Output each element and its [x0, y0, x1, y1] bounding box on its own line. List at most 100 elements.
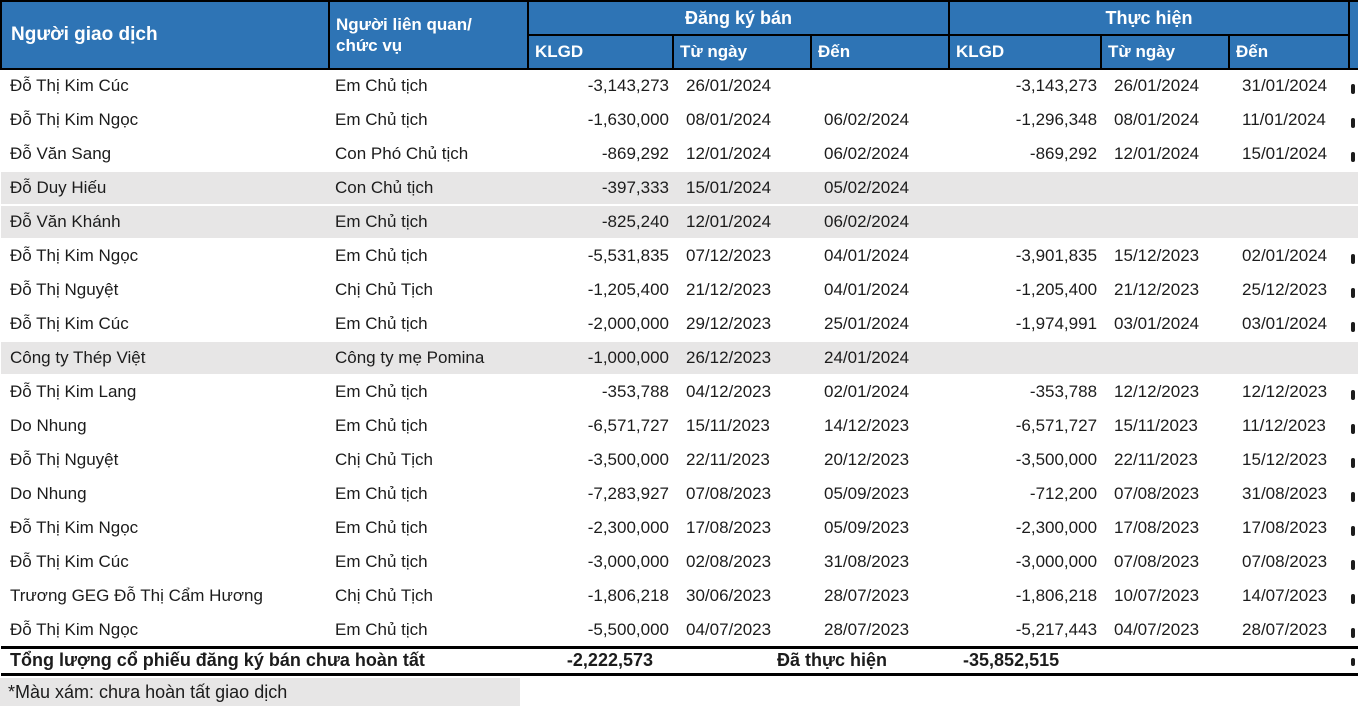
table-row: Đỗ Thị Kim Cúc Em Chủ tịch -3,143,273 26/01… [1, 69, 1358, 104]
cell-reg-to: 06/02/2024 [811, 205, 950, 240]
cell-reg-klgd: -3,143,273 [528, 69, 673, 104]
cell-reg-from: 07/12/2023 [673, 239, 811, 274]
clipped-column-fragment [1349, 171, 1358, 206]
table-row: Đỗ Văn Sang Con Phó Chủ tịch -869,292 12/01… [1, 137, 1358, 172]
cell-reg-to: 28/07/2023 [811, 579, 950, 614]
cell-person: Đỗ Thị Kim Cúc [1, 545, 329, 580]
cell-reg-from: 26/01/2024 [673, 69, 811, 104]
cell-exec-to: 07/08/2023 [1229, 545, 1350, 580]
cell-reg-to: 04/01/2024 [811, 239, 950, 274]
header-reg-to: Đến [809, 34, 951, 70]
cell-relation: Con Chủ tịch [329, 171, 528, 206]
header-exec-from: Từ ngày [1100, 34, 1231, 70]
total-empty-cell [1229, 645, 1350, 676]
cell-exec-klgd: -353,788 [949, 375, 1102, 410]
cell-relation: Em Chủ tịch [329, 103, 528, 138]
cell-person: Đỗ Duy Hiếu [1, 171, 329, 206]
cell-reg-to: 20/12/2023 [811, 443, 950, 478]
cell-exec-klgd: -3,901,835 [949, 239, 1102, 274]
cell-reg-klgd: -2,300,000 [528, 511, 673, 546]
cell-relation: Em Chủ tịch [329, 69, 528, 104]
table-row: Công ty Thép Việt Công ty mẹ Pomina -1,000… [1, 341, 1358, 376]
cell-reg-klgd: -1,630,000 [528, 103, 673, 138]
cell-relation: Em Chủ tịch [329, 511, 528, 546]
cell-reg-to: 25/01/2024 [811, 307, 950, 342]
cell-exec-from [1101, 205, 1230, 240]
cell-relation: Chị Chủ Tịch [329, 273, 528, 308]
cell-reg-klgd: -7,283,927 [528, 477, 673, 512]
cell-reg-from: 15/11/2023 [673, 409, 811, 444]
cell-relation: Em Chủ tịch [329, 545, 528, 580]
table-row: Trương GEG Đỗ Thị Cẩm Hương Chị Chủ Tịch -… [1, 579, 1358, 614]
cell-relation: Công ty mẹ Pomina [329, 341, 528, 376]
table-row: Do Nhung Em Chủ tịch -7,283,927 07/08/2023 0… [1, 477, 1358, 512]
cell-person: Đỗ Văn Khánh [1, 205, 329, 240]
cell-person: Do Nhung [1, 477, 329, 512]
clipped-column-fragment [1349, 545, 1358, 580]
cell-reg-from: 17/08/2023 [673, 511, 811, 546]
table-footer: Tổng lượng cổ phiếu đăng ký bán chưa hoà… [1, 645, 1358, 676]
cell-relation: Em Chủ tịch [329, 477, 528, 512]
cell-person: Đỗ Thị Kim Ngọc [1, 511, 329, 546]
cell-reg-from: 15/01/2024 [673, 171, 811, 206]
cell-person: Đỗ Thị Kim Ngọc [1, 103, 329, 138]
cell-reg-to: 02/01/2024 [811, 375, 950, 410]
cell-exec-from: 15/12/2023 [1101, 239, 1230, 274]
cell-exec-klgd [949, 205, 1102, 240]
cell-relation: Em Chủ tịch [329, 409, 528, 444]
cell-reg-from: 04/07/2023 [673, 613, 811, 648]
header-group-registered-sell: Đăng ký bán [526, 0, 951, 36]
cell-reg-to: 06/02/2024 [811, 137, 950, 172]
cell-reg-from: 21/12/2023 [673, 273, 811, 308]
cell-exec-from: 08/01/2024 [1101, 103, 1230, 138]
cell-relation: Chị Chủ Tịch [329, 443, 528, 478]
cell-exec-klgd: -2,300,000 [949, 511, 1102, 546]
clipped-column-fragment [1349, 613, 1358, 648]
cell-exec-from: 07/08/2023 [1101, 545, 1230, 580]
cell-reg-klgd: -1,000,000 [528, 341, 673, 376]
clipped-column-fragment [1349, 579, 1358, 614]
clipped-column-fragment [1349, 443, 1358, 478]
cell-relation: Em Chủ tịch [329, 239, 528, 274]
cell-reg-klgd: -825,240 [528, 205, 673, 240]
cell-exec-to [1229, 171, 1350, 206]
cell-reg-from: 12/01/2024 [673, 205, 811, 240]
table-row: Do Nhung Em Chủ tịch -6,571,727 15/11/2023 1… [1, 409, 1358, 444]
clipped-column-fragment [1349, 103, 1358, 138]
total-registered-pending: -2,222,573 [528, 645, 673, 676]
header-clipped-column [1348, 0, 1358, 70]
header-person: Người giao dịch [0, 0, 330, 70]
cell-reg-from: 07/08/2023 [673, 477, 811, 512]
cell-reg-from: 29/12/2023 [673, 307, 811, 342]
table-row: Đỗ Duy Hiếu Con Chủ tịch -397,333 15/01/202… [1, 171, 1358, 206]
cell-exec-from: 22/11/2023 [1101, 443, 1230, 478]
cell-reg-klgd: -353,788 [528, 375, 673, 410]
cell-exec-to [1229, 205, 1350, 240]
clipped-column-fragment [1349, 69, 1358, 104]
cell-exec-to: 17/08/2023 [1229, 511, 1350, 546]
cell-exec-to: 28/07/2023 [1229, 613, 1350, 648]
cell-reg-to: 31/08/2023 [811, 545, 950, 580]
cell-reg-from: 12/01/2024 [673, 137, 811, 172]
cell-exec-klgd: -712,200 [949, 477, 1102, 512]
cell-relation: Chị Chủ Tịch [329, 579, 528, 614]
cell-person: Đỗ Thị Kim Lang [1, 375, 329, 410]
cell-reg-from: 26/12/2023 [673, 341, 811, 376]
cell-person: Đỗ Thị Kim Cúc [1, 307, 329, 342]
cell-reg-klgd: -2,000,000 [528, 307, 673, 342]
cell-reg-from: 22/11/2023 [673, 443, 811, 478]
table-row: Đỗ Thị Kim Lang Em Chủ tịch -353,788 04/12/… [1, 375, 1358, 410]
table-row: Đỗ Thị Kim Ngọc Em Chủ tịch -5,500,000 04/0… [1, 613, 1358, 648]
cell-exec-from: 07/08/2023 [1101, 477, 1230, 512]
footnote: *Màu xám: chưa hoàn tất giao dịch [0, 677, 520, 706]
cell-exec-to: 11/12/2023 [1229, 409, 1350, 444]
total-row: Tổng lượng cổ phiếu đăng ký bán chưa hoà… [1, 645, 1358, 676]
clipped-column-fragment [1349, 477, 1358, 512]
cell-reg-klgd: -5,500,000 [528, 613, 673, 648]
header-related-line1: Người liên quan/ [336, 14, 472, 34]
cell-exec-to: 31/08/2023 [1229, 477, 1350, 512]
cell-relation: Con Phó Chủ tịch [329, 137, 528, 172]
cell-relation: Em Chủ tịch [329, 375, 528, 410]
header-exec-to: Đến [1228, 34, 1351, 70]
cell-exec-to: 03/01/2024 [1229, 307, 1350, 342]
